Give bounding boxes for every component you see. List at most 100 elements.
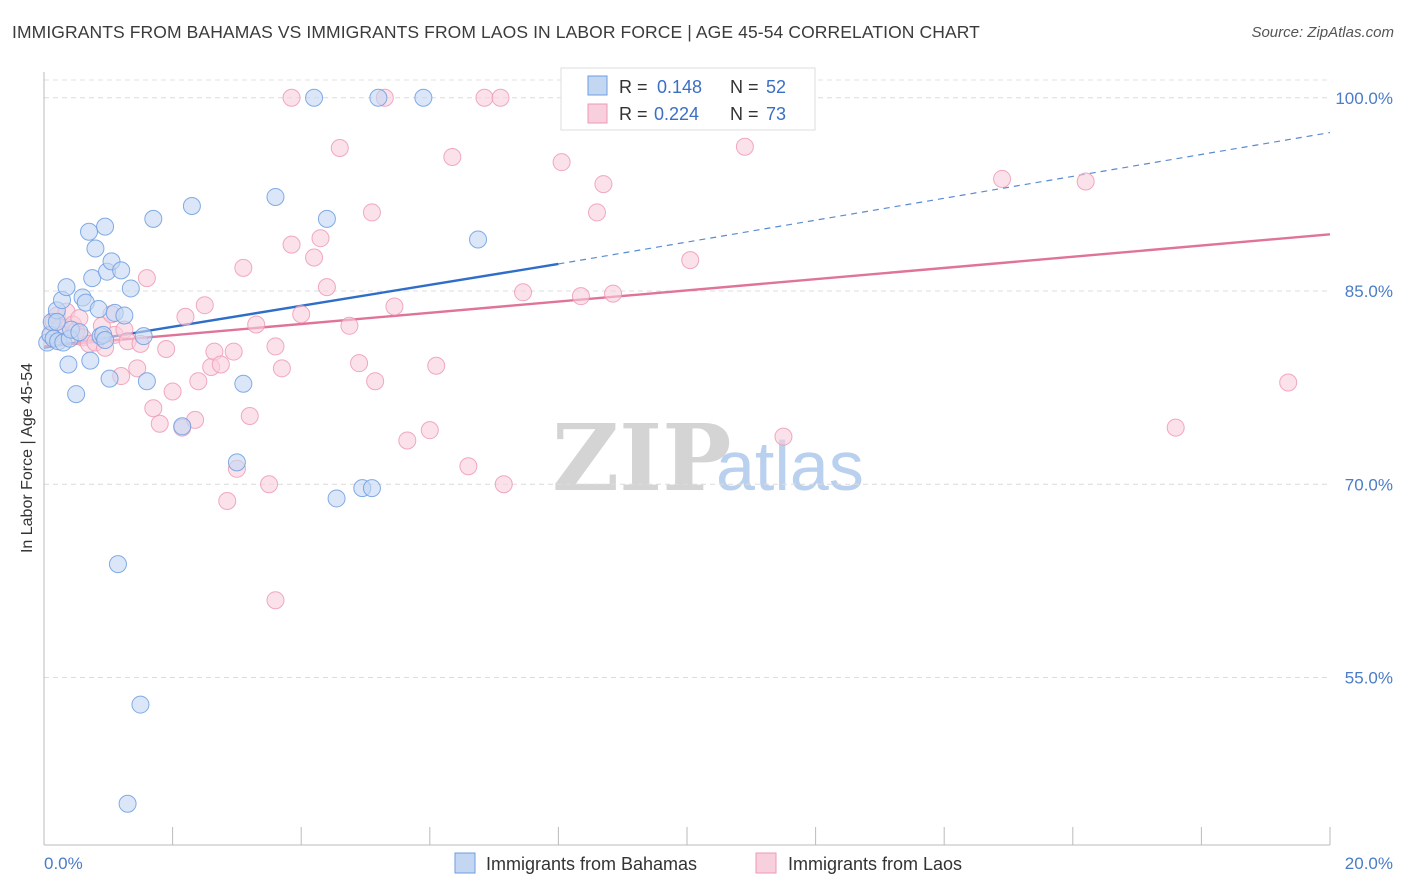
stats-r-value-laos: 0.224 [654,104,699,124]
point-bahamas [362,479,381,498]
point-laos [144,399,163,418]
point-laos [195,296,214,315]
legend: Immigrants from Bahamas Immigrants from … [454,852,962,874]
stats-r-value-bahamas: 0.148 [657,77,702,97]
point-bahamas [305,88,324,107]
legend-swatch-laos[interactable] [755,852,777,874]
point-laos [260,475,279,494]
y-tick-labels: 100.0% 85.0% 70.0% 55.0% [1335,89,1393,688]
point-bahamas [234,374,253,393]
point-bahamas [173,417,192,436]
point-laos [340,316,359,335]
point-laos [681,251,700,270]
x-tick-labels: 0.0% 20.0% [44,854,1393,873]
point-bahamas [89,300,108,319]
point-laos [240,406,259,425]
point-bahamas [137,372,156,391]
x-tick-label: 20.0% [1345,854,1393,873]
watermark-zip: ZIP [552,404,731,512]
point-laos [552,153,571,172]
trend-line-laos [43,233,1331,348]
point-bahamas [59,355,78,374]
point-laos [571,287,590,306]
point-bahamas [83,269,102,288]
point-laos [491,88,510,107]
point-laos [282,88,301,107]
point-laos [176,307,195,326]
point-laos [443,148,462,167]
point-laos [305,248,324,267]
point-laos [1166,418,1185,437]
legend-label-bahamas[interactable]: Immigrants from Bahamas [486,854,697,874]
point-laos [282,235,301,254]
point-laos [475,88,494,107]
stats-n-label-laos: N = [730,104,759,124]
point-laos [774,427,793,446]
point-laos [218,492,237,511]
point-laos [317,278,336,297]
point-laos [385,297,404,316]
data-points [38,88,1298,813]
stats-swatch-laos [587,103,608,124]
y-tick-label: 85.0% [1345,282,1393,301]
point-laos [150,414,169,433]
point-bahamas [118,794,137,813]
axes [43,72,1331,846]
point-laos [350,354,369,373]
point-laos [128,359,147,378]
point-bahamas [131,695,150,714]
point-bahamas [227,453,246,472]
stats-n-value-laos: 73 [766,104,786,124]
point-bahamas [86,239,105,258]
trend-line-bahamas-extension [558,131,1331,265]
point-bahamas [81,351,100,370]
point-laos [247,315,266,334]
point-bahamas [112,261,131,280]
legend-swatch-bahamas[interactable] [454,852,476,874]
point-bahamas [115,306,134,325]
point-laos [163,382,182,401]
point-laos [137,269,156,288]
point-laos [735,137,754,156]
point-laos [459,457,478,476]
trend-lines [43,131,1331,349]
point-bahamas [96,217,115,236]
stats-n-value-bahamas: 52 [766,77,786,97]
point-laos [224,342,243,361]
point-bahamas [266,187,285,206]
point-laos [266,337,285,356]
point-laos [266,591,285,610]
point-laos [514,283,533,302]
stats-box: R = 0.148 N = 52 R = 0.224 N = 73 [560,67,816,131]
point-bahamas [108,555,127,574]
point-laos [330,139,349,158]
stats-n-label-bahamas: N = [730,77,759,97]
point-laos [1076,172,1095,191]
point-laos [1279,373,1298,392]
point-bahamas [469,230,488,249]
point-bahamas [47,312,66,331]
point-laos [993,169,1012,188]
point-laos [211,355,230,374]
point-bahamas [67,385,86,404]
point-bahamas [57,278,76,297]
point-laos [604,284,623,303]
point-bahamas [100,369,119,388]
point-bahamas [327,489,346,508]
y-tick-label: 70.0% [1345,475,1393,494]
point-bahamas [182,196,201,215]
point-bahamas [144,209,163,228]
chart-title: IMMIGRANTS FROM BAHAMAS VS IMMIGRANTS FR… [12,22,980,42]
point-laos [234,258,253,277]
y-tick-label: 55.0% [1345,669,1393,688]
x-tick-label: 0.0% [44,854,83,873]
point-bahamas [369,88,388,107]
point-bahamas [317,209,336,228]
point-laos [587,203,606,222]
point-laos [420,421,439,440]
legend-label-laos[interactable]: Immigrants from Laos [788,854,962,874]
point-laos [494,475,513,494]
point-laos [362,203,381,222]
point-bahamas [80,222,99,241]
